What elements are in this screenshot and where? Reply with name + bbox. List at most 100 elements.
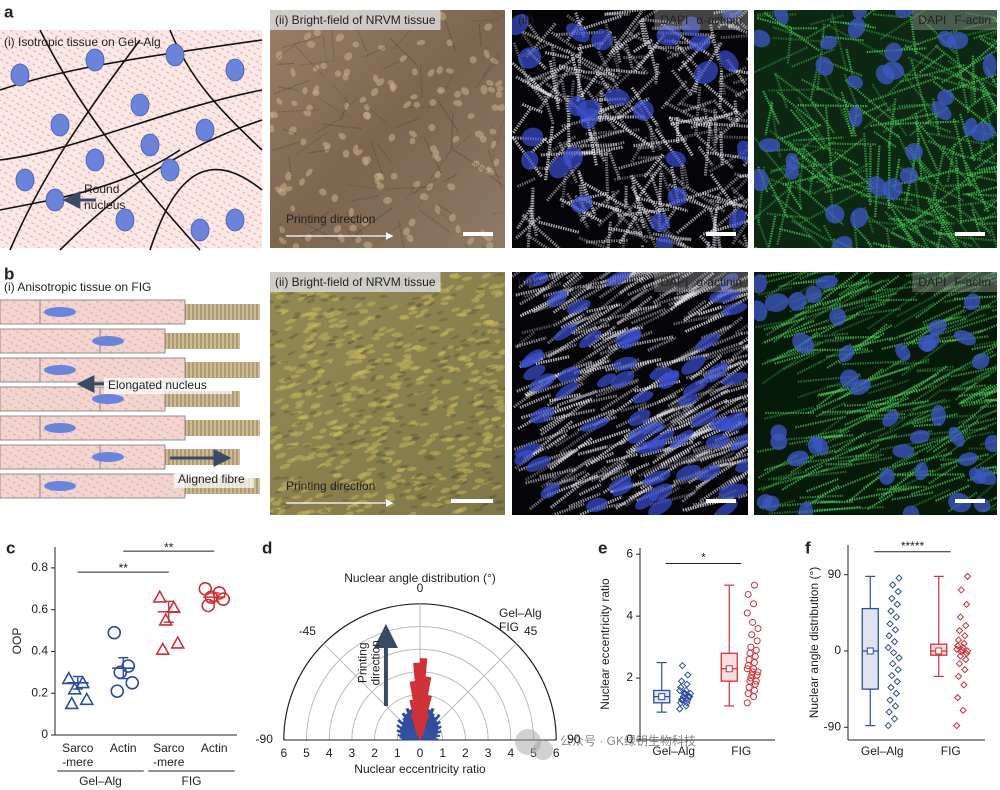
nucleus — [642, 470, 671, 486]
nucleus — [476, 446, 485, 451]
fibre-streak — [676, 280, 711, 296]
x-tick-label: Gel–Alg — [861, 744, 904, 758]
fibre-streak — [769, 129, 810, 158]
fibre-streak — [767, 215, 777, 248]
nucleus — [498, 408, 505, 413]
nucleus — [309, 359, 320, 366]
fibre-streak — [756, 13, 797, 18]
nucleus — [399, 423, 407, 427]
fibre-streak — [348, 230, 369, 239]
fibre-streak — [540, 466, 573, 489]
fibre-streak — [911, 378, 950, 404]
fibre-streak — [976, 222, 997, 226]
fibre-streak — [618, 156, 659, 170]
nucleus — [370, 88, 379, 97]
fibre-streak — [763, 11, 820, 52]
nucleus — [605, 272, 631, 287]
fibre-streak — [576, 465, 607, 489]
fibre-streak — [732, 175, 748, 195]
nucleus — [328, 338, 337, 342]
fibre-streak — [919, 313, 987, 340]
data-point — [889, 581, 897, 589]
fibre-streak — [828, 278, 870, 309]
fibre-streak — [861, 358, 930, 386]
nucleus — [491, 354, 503, 359]
fibre-streak — [568, 492, 601, 508]
nucleus — [376, 453, 386, 457]
nucleus — [483, 371, 494, 376]
nucleus — [476, 404, 486, 408]
nucleus — [315, 394, 324, 399]
nucleus — [302, 329, 313, 334]
nucleus — [445, 327, 455, 332]
nucleus — [280, 404, 290, 410]
fibre-streak — [617, 303, 663, 325]
fibre-streak — [586, 238, 629, 244]
fibre-streak — [915, 112, 923, 183]
nucleus — [338, 296, 346, 301]
nucleus — [367, 483, 377, 489]
fibre-streak — [694, 86, 702, 136]
nucleus — [971, 122, 995, 142]
nucleus — [434, 204, 441, 215]
nucleus — [329, 393, 339, 397]
fibre-streak — [891, 491, 935, 501]
nucleus — [409, 137, 416, 145]
fibre-streak — [606, 287, 648, 321]
nucleus — [280, 360, 289, 364]
nucleus — [496, 85, 504, 92]
nucleus — [286, 291, 295, 296]
nucleus — [490, 140, 497, 149]
nucleus — [372, 74, 379, 83]
nucleus — [718, 483, 748, 499]
nucleus — [270, 329, 276, 333]
nucleus — [408, 424, 416, 427]
nucleus — [443, 355, 452, 361]
fibre-streak — [935, 484, 971, 502]
nucleus — [363, 103, 370, 111]
fibre-streak — [947, 60, 997, 89]
fibre-streak — [590, 122, 600, 147]
fibre-ridges — [175, 420, 260, 436]
nucleus — [895, 10, 915, 19]
nucleus — [332, 472, 343, 477]
fibre-streak — [985, 398, 997, 402]
nucleus — [909, 429, 930, 444]
fibre-streak — [854, 104, 900, 139]
fibre-streak — [993, 168, 997, 181]
fibre-streak — [764, 406, 815, 420]
nucleus — [409, 433, 418, 437]
data-point — [158, 612, 174, 626]
fibre-streak — [602, 469, 637, 494]
nucleus — [411, 366, 421, 371]
nucleus — [451, 475, 459, 479]
nucleus — [315, 492, 324, 498]
fibre-streak — [512, 61, 552, 99]
nucleus — [408, 419, 417, 426]
nucleus — [363, 156, 371, 165]
fibre-streak — [892, 217, 942, 248]
y-tick-label: 0.4 — [31, 644, 48, 658]
fibre-streak — [690, 395, 743, 429]
nucleus — [428, 397, 435, 400]
nucleus — [310, 405, 321, 410]
nucleus — [481, 341, 491, 345]
nucleus — [319, 188, 327, 196]
angle-label: -90 — [256, 732, 274, 746]
nucleus — [381, 422, 390, 426]
fibre-streak — [315, 211, 330, 222]
nucleus — [326, 307, 335, 313]
nucleus — [92, 336, 124, 346]
nucleus — [562, 146, 583, 169]
fibre-streak — [674, 279, 727, 307]
nucleus — [370, 375, 377, 380]
nucleus — [460, 87, 470, 96]
fibre-streak — [539, 468, 577, 479]
nucleus — [479, 502, 488, 509]
nucleus — [494, 291, 504, 298]
panel-caption: (iii) — [518, 13, 534, 27]
fibre-streak — [472, 165, 504, 179]
fibre-streak — [838, 272, 875, 296]
fibre-streak — [552, 284, 592, 314]
nucleus — [483, 439, 492, 445]
